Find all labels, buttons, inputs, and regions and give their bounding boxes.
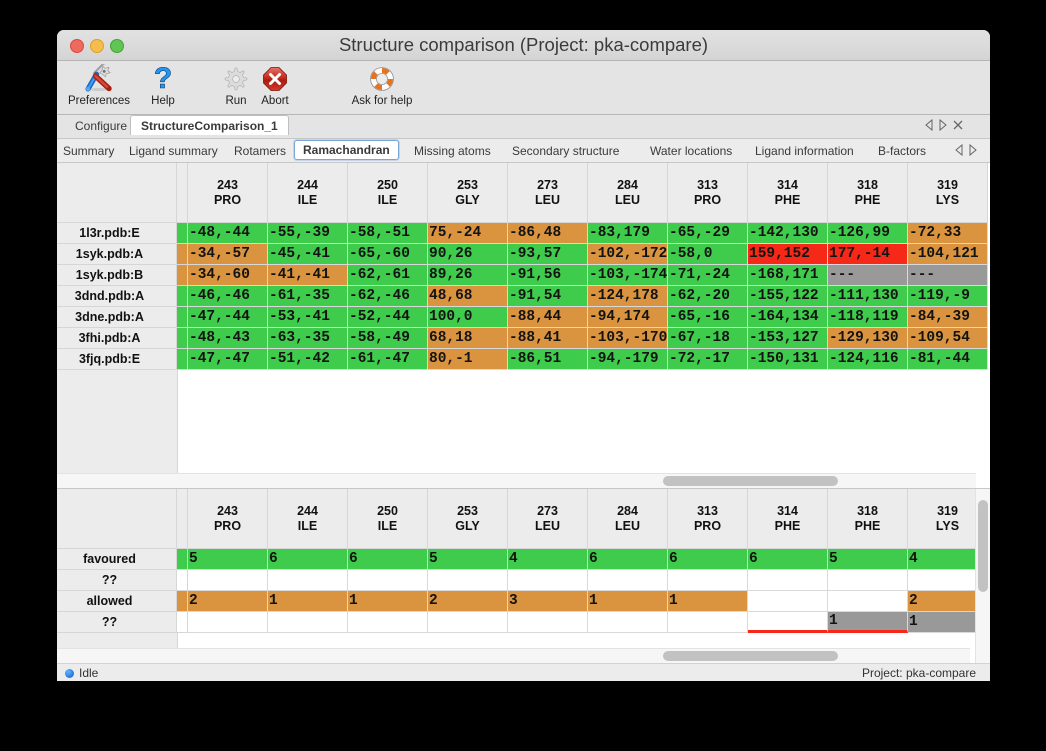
svg-text:?: ? (154, 64, 172, 94)
